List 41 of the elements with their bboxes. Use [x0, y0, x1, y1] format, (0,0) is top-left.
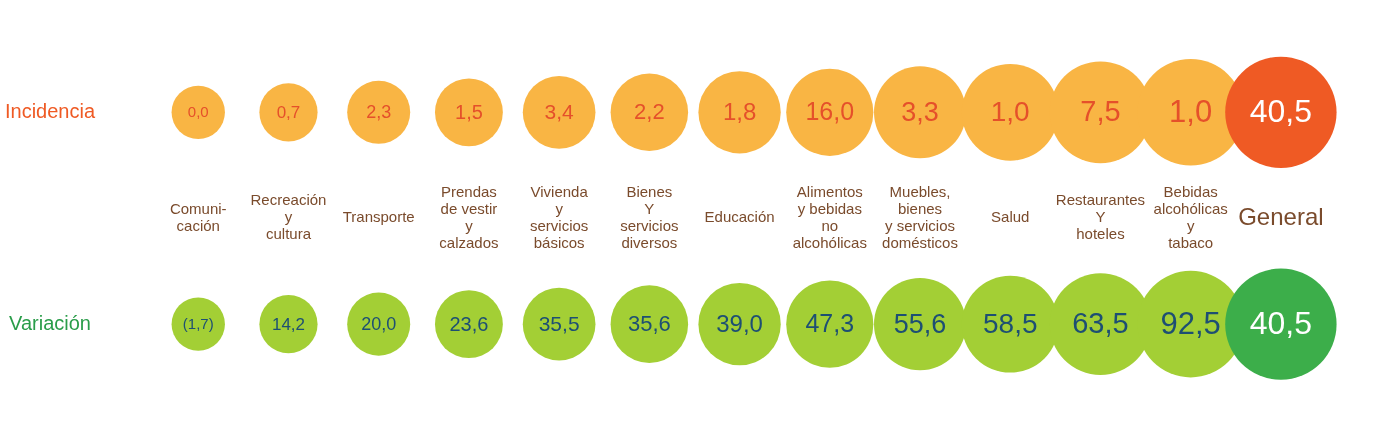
category-label: Comuni- cación — [169, 199, 227, 234]
data-label: 47,3 — [805, 309, 855, 338]
data-label: 0,7 — [276, 103, 301, 122]
category-label: Muebles, bienes y servicios domésticos — [882, 182, 958, 251]
data-label: 35,6 — [627, 311, 671, 337]
data-label: 23,6 — [449, 312, 489, 335]
data-label: 55,6 — [893, 308, 947, 339]
category-label: Salud — [991, 208, 1030, 226]
data-label: 58,5 — [982, 307, 1038, 339]
data-label: 40,5 — [1249, 93, 1313, 130]
data-label: 16,0 — [805, 97, 855, 126]
data-label: 20,0 — [361, 314, 397, 335]
data-label: 7,5 — [1080, 95, 1121, 128]
text: Incidencia — [4, 99, 96, 122]
data-label: 1,5 — [455, 100, 483, 123]
category-label: Vivienda y servicios básicos — [529, 182, 589, 251]
data-label: 92,5 — [1160, 305, 1221, 341]
data-label: (1,7) — [182, 315, 214, 333]
data-label: 0,0 — [187, 103, 209, 121]
category-label: General — [1238, 202, 1324, 230]
data-label: 1,0 — [990, 96, 1030, 128]
data-label: 40,5 — [1249, 304, 1313, 341]
category-label: Bienes Y servicios diversos — [620, 182, 679, 251]
category-label: Prendas de vestir y calzados — [439, 182, 499, 251]
data-label: 1,8 — [722, 97, 757, 125]
category-label: Recreación y cultura — [250, 191, 327, 243]
data-label: 1,0 — [1169, 93, 1213, 129]
data-label: 39,0 — [716, 309, 763, 337]
data-label: 2,2 — [634, 99, 665, 125]
category-label: Bebidas alcohólicas y tabaco — [1153, 182, 1228, 251]
data-label: 35,5 — [538, 311, 580, 335]
category-label: Restaurantes Y hoteles — [1055, 191, 1146, 243]
category-label: Alimentos y bebidas no alcohólicas — [792, 182, 867, 251]
category-label: Educación — [704, 208, 775, 226]
data-label: 3,4 — [544, 100, 575, 124]
category-label: Transporte — [342, 208, 415, 226]
data-label: 3,3 — [901, 96, 939, 127]
data-label: 2,3 — [366, 102, 392, 123]
text: Variación — [9, 311, 91, 334]
data-label: 63,5 — [1072, 307, 1129, 340]
data-label: 14,2 — [271, 314, 306, 334]
